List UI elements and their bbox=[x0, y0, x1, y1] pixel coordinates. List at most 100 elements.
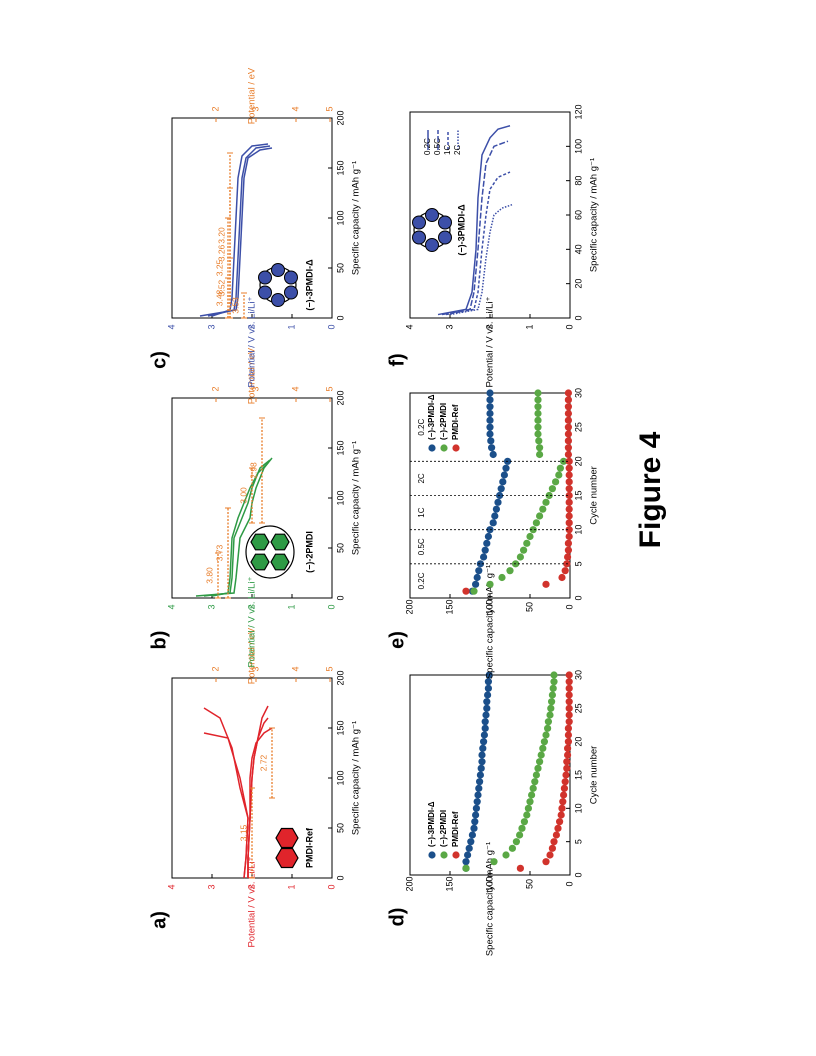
data-point-e bbox=[534, 416, 542, 424]
x-tick-label-f: 0 bbox=[573, 315, 583, 320]
data-point-e bbox=[534, 403, 542, 411]
data-point-e bbox=[536, 512, 544, 520]
molecule-2pmdi-icon bbox=[270, 533, 290, 551]
data-point-d bbox=[536, 758, 544, 766]
data-point-e bbox=[486, 423, 494, 431]
series-curve-f bbox=[449, 203, 513, 316]
legend-label-f: 0.2C bbox=[423, 138, 432, 155]
annotation-label-c: 3.53 bbox=[230, 297, 240, 314]
data-point-d bbox=[560, 784, 569, 792]
x-tick-label-b: 200 bbox=[335, 390, 345, 405]
y-tick-label-f: 3 bbox=[444, 324, 454, 329]
legend-label-f: 2C bbox=[453, 145, 462, 155]
data-point-d bbox=[564, 738, 573, 746]
y-axis-label-f: Potential / V vs. Li/Li⁺ bbox=[485, 296, 496, 387]
y-axis-label-a: Potential / V vs. Li/Li⁺ bbox=[247, 856, 258, 947]
data-point-d bbox=[465, 844, 473, 852]
x-tick-label-e: 15 bbox=[573, 490, 583, 500]
data-point-d bbox=[548, 691, 557, 699]
data-point-e bbox=[520, 546, 528, 554]
y-tick-label-b: 3 bbox=[206, 604, 216, 609]
data-point-e bbox=[539, 505, 547, 513]
data-point-d bbox=[540, 738, 549, 746]
data-point-e bbox=[499, 478, 507, 486]
data-point-e bbox=[534, 409, 542, 418]
x-tick-label-f: 100 bbox=[573, 139, 583, 154]
y-tick-label-a: 0 bbox=[326, 884, 336, 889]
x-tick-label-e: 25 bbox=[573, 422, 583, 432]
data-point-e bbox=[475, 567, 483, 575]
data-point-d bbox=[563, 758, 571, 766]
data-point-e bbox=[472, 580, 480, 588]
x-tick-label-d: 15 bbox=[573, 770, 583, 780]
data-point-e bbox=[486, 416, 494, 424]
y2-tick-label-b: 3 bbox=[250, 386, 260, 391]
data-point-e bbox=[473, 573, 481, 582]
y-tick-label-e: 150 bbox=[444, 599, 454, 614]
data-point-e bbox=[516, 553, 525, 561]
data-point-e bbox=[542, 580, 550, 588]
legend-label-f: 1C bbox=[443, 145, 452, 155]
y-tick-label-c: 0 bbox=[326, 324, 336, 329]
data-point-e bbox=[462, 587, 470, 595]
macrocycle-ring bbox=[245, 525, 295, 579]
molecule-3pmdi-icon bbox=[258, 285, 273, 300]
molecule-label-a: PMDI-Ref bbox=[304, 827, 314, 868]
x-axis-label-b: Specific capacity / mAh g⁻¹ bbox=[351, 441, 362, 555]
annotation-label-b: 2.98 bbox=[248, 462, 258, 479]
data-point-d bbox=[546, 711, 554, 719]
y-tick-label-d: 0 bbox=[564, 881, 574, 886]
data-point-d bbox=[562, 771, 570, 779]
molecule-pmdi-ref-icon bbox=[275, 847, 299, 869]
series-curve-c bbox=[207, 145, 271, 317]
y2-tick-label-c: 5 bbox=[324, 106, 334, 111]
y-tick-label-a: 2 bbox=[246, 884, 256, 889]
data-point-e bbox=[489, 519, 497, 527]
series-curve-a bbox=[247, 705, 269, 878]
data-point-d bbox=[557, 811, 565, 819]
data-point-e bbox=[484, 532, 492, 541]
rate-label: 1C bbox=[417, 507, 426, 517]
data-point-d bbox=[560, 791, 568, 799]
data-point-e bbox=[487, 437, 495, 445]
data-point-d bbox=[565, 711, 573, 719]
data-point-d bbox=[516, 831, 524, 839]
legend-label-d: PMDI-Ref bbox=[451, 811, 460, 847]
data-point-d bbox=[482, 711, 490, 719]
legend-label-e: (−)-2PMDI bbox=[439, 403, 448, 440]
rate-label: 0.2C bbox=[417, 572, 426, 589]
y-tick-label-f: 1 bbox=[524, 324, 534, 329]
data-point-e bbox=[564, 450, 573, 459]
data-point-e bbox=[545, 491, 553, 500]
y-tick-label-f: 2 bbox=[484, 324, 494, 329]
annotation-label-c: 3.52 bbox=[216, 279, 226, 296]
data-point-d bbox=[526, 798, 534, 806]
x-tick-label-e: 10 bbox=[573, 525, 583, 535]
x-tick-label-f: 40 bbox=[573, 244, 583, 254]
x-tick-label-f: 80 bbox=[573, 176, 583, 186]
data-point-d bbox=[464, 851, 472, 859]
x-tick-label-a: 50 bbox=[335, 823, 345, 833]
y2-tick-label-b: 5 bbox=[324, 386, 334, 391]
molecule-2pmdi-icon bbox=[270, 553, 290, 571]
data-point-d bbox=[565, 671, 573, 679]
y-tick-label-c: 3 bbox=[206, 324, 216, 329]
molecule-3pmdi-icon bbox=[412, 215, 427, 230]
data-point-d bbox=[462, 864, 470, 872]
y-tick-label-d: 200 bbox=[404, 876, 414, 891]
x-tick-label-a: 150 bbox=[335, 720, 345, 735]
y-tick-label-b: 0 bbox=[326, 604, 336, 609]
data-point-d bbox=[480, 738, 488, 746]
x-tick-label-c: 200 bbox=[335, 110, 345, 125]
data-point-d bbox=[563, 764, 571, 772]
x-tick-label-c: 150 bbox=[335, 160, 345, 175]
data-point-d bbox=[528, 791, 536, 799]
data-point-e bbox=[476, 560, 484, 568]
y-tick-label-d: 150 bbox=[444, 876, 454, 891]
x-tick-label-f: 60 bbox=[573, 210, 583, 220]
data-point-d bbox=[518, 824, 526, 832]
x-tick-label-d: 20 bbox=[573, 737, 583, 747]
legend-marker-e bbox=[428, 444, 436, 452]
legend-marker-e bbox=[440, 444, 448, 452]
